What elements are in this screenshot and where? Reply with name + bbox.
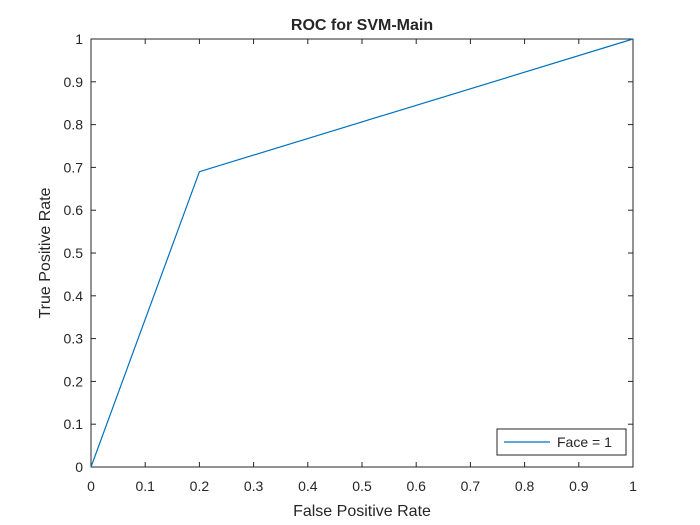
x-tick-label: 0.8 (515, 478, 535, 494)
y-axis-label: True Positive Rate (37, 187, 54, 318)
plot-area (90, 38, 634, 468)
y-tick-label: 1 (75, 31, 83, 47)
x-tick-label: 0.6 (406, 478, 426, 494)
y-tick-label: 0.4 (64, 288, 84, 304)
x-tick-label: 0.5 (352, 478, 372, 494)
y-tick-label: 0.1 (64, 416, 84, 432)
legend-entry-label: Face = 1 (557, 434, 612, 450)
y-tick-label: 0 (75, 459, 83, 475)
y-tick-label: 0.2 (64, 373, 84, 389)
y-tick-label: 0.7 (64, 159, 84, 175)
y-tick-label: 0.3 (64, 331, 84, 347)
x-tick-label: 0 (87, 478, 95, 494)
chart-title: ROC for SVM-Main (291, 17, 433, 34)
x-tick-label: 0.2 (190, 478, 210, 494)
roc-curve-line (90, 38, 634, 468)
y-tick-label: 0.8 (64, 117, 84, 133)
x-axis: 0 0.1 0.2 0.3 0.4 0.5 0.6 0.7 0.8 0.9 1 (87, 39, 637, 494)
series-layer (90, 38, 634, 468)
x-tick-label: 0.3 (244, 478, 264, 494)
x-tick-label: 0.1 (135, 478, 155, 494)
x-tick-label: 0.4 (298, 478, 318, 494)
legend: Face = 1 (496, 428, 627, 456)
y-axis: 0 0.1 0.2 0.3 0.4 0.5 0.6 0.7 0.8 0.9 1 (64, 31, 633, 475)
y-tick-label: 0.5 (64, 245, 84, 261)
x-axis-label: False Positive Rate (293, 503, 431, 520)
y-tick-label: 0.9 (64, 74, 84, 90)
x-tick-label: 1 (629, 478, 637, 494)
y-tick-label: 0.6 (64, 202, 84, 218)
x-tick-label: 0.9 (569, 478, 589, 494)
x-tick-label: 0.7 (461, 478, 481, 494)
